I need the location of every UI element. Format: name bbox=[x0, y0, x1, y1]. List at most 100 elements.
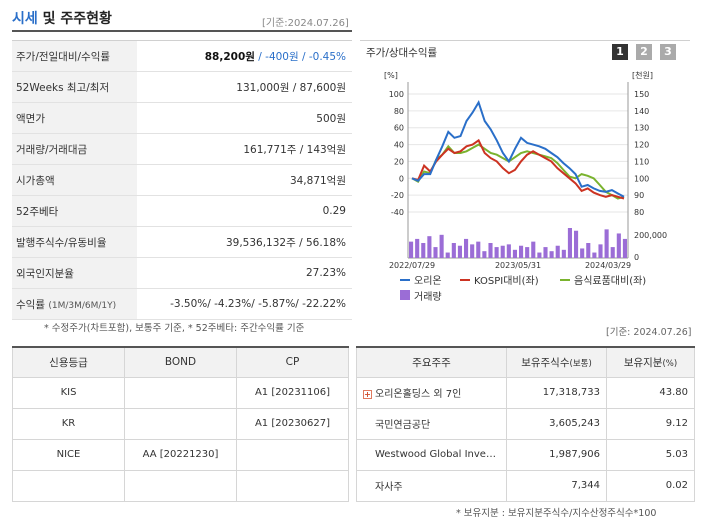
right-tick-label: 130 bbox=[634, 124, 649, 133]
quote-value: -3.50%/ -4.23%/ -5.87%/ -22.22% bbox=[137, 288, 352, 320]
quote-label: 외국인지분율 bbox=[12, 257, 137, 289]
left-tick-label: 0 bbox=[399, 174, 404, 183]
volume-zero-label: 0 bbox=[634, 253, 639, 262]
table-row: KR A1 [20230627] bbox=[12, 407, 349, 440]
expand-icon[interactable]: + bbox=[363, 390, 372, 399]
volume-bar bbox=[567, 228, 572, 258]
volume-bar bbox=[525, 247, 530, 258]
holder-name: 자사주 bbox=[356, 469, 507, 502]
quote-label: 발행주식수/유동비율 bbox=[12, 226, 137, 258]
chart-title: 주가/상대수익률 bbox=[366, 47, 438, 59]
legend-label: 음식료품대비(좌) bbox=[574, 275, 646, 287]
volume-bar bbox=[415, 238, 420, 258]
reference-date: [기준:2024.07.26] bbox=[262, 18, 349, 29]
volume-bar bbox=[409, 241, 414, 258]
volume-bar bbox=[574, 230, 579, 258]
right-tick-label: 140 bbox=[634, 107, 649, 116]
x-tick-label: 2022/07/29 bbox=[389, 261, 435, 270]
quote-row-foreign: 외국인지분율 27.23% bbox=[12, 257, 352, 289]
section-title: 시세 및 주주현황 bbox=[12, 8, 112, 28]
volume-bar bbox=[561, 249, 566, 258]
return-label: 수익률 bbox=[16, 298, 45, 311]
holders-header-shares: 보유주식수(보통) bbox=[506, 346, 607, 378]
credit-bond: AA [20221230] bbox=[124, 438, 237, 471]
volume-bar bbox=[531, 241, 536, 258]
quote-row-beta: 52주베타 0.29 bbox=[12, 195, 352, 227]
volume-bar bbox=[543, 247, 548, 258]
legend-label: 오리온 bbox=[414, 275, 442, 287]
credit-bond bbox=[124, 407, 237, 440]
holders-header-pct: 보유지분(%) bbox=[606, 346, 695, 378]
volume-bar bbox=[610, 247, 615, 258]
credit-bond bbox=[124, 376, 237, 409]
period-button-2[interactable]: 2 bbox=[636, 44, 652, 60]
quote-value: 88,200원 / -400원 / -0.45% bbox=[137, 40, 352, 72]
quote-value: 39,536,132주 / 56.18% bbox=[137, 226, 352, 258]
holder-shares: 17,318,733 bbox=[506, 376, 607, 409]
holders-header-shares-label: 보유주식수 bbox=[521, 356, 570, 369]
volume-bar bbox=[598, 244, 603, 258]
volume-bar bbox=[500, 245, 505, 258]
credit-agency bbox=[12, 469, 125, 502]
section-title-rest: 및 주주현황 bbox=[37, 11, 112, 27]
quote-label: 거래량/거래대금 bbox=[12, 133, 137, 165]
left-tick-label: 20 bbox=[394, 157, 404, 166]
credit-agency: KIS bbox=[12, 376, 125, 409]
right-tick-label: 90 bbox=[634, 191, 644, 200]
volume-bar bbox=[549, 251, 554, 258]
table-row: 자사주 7,344 0.02 bbox=[356, 469, 695, 502]
holder-pct: 0.02 bbox=[606, 469, 695, 502]
credit-bond bbox=[124, 469, 237, 502]
period-button-1[interactable]: 1 bbox=[612, 44, 628, 60]
header-divider bbox=[12, 30, 352, 32]
credit-header: 신용등급 bbox=[12, 346, 125, 378]
quote-label: 52Weeks 최고/최저 bbox=[12, 71, 137, 103]
left-tick-label: -20 bbox=[391, 191, 404, 200]
left-tick-label: 100 bbox=[389, 90, 404, 99]
volume-bar bbox=[482, 251, 487, 258]
holders-header-name: 주요주주 bbox=[356, 346, 507, 378]
table-row: NICE AA [20221230] bbox=[12, 438, 349, 471]
volume-bar bbox=[433, 247, 438, 258]
quote-row-price: 주가/전일대비/수익률 88,200원 / -400원 / -0.45% bbox=[12, 40, 352, 72]
table-row: 국민연금공단 3,605,243 9.12 bbox=[356, 407, 695, 440]
quote-row-mktcap: 시가총액 34,871억원 bbox=[12, 164, 352, 196]
credit-cp: A1 [20230627] bbox=[236, 407, 349, 440]
price-chart: [%] [천원] 100 80 60 40 20 0 -20 -40 150 140 130 120 110… bbox=[384, 70, 667, 303]
left-axis-unit: [%] bbox=[384, 71, 398, 80]
right-axis-unit: [천원] bbox=[632, 70, 653, 80]
credit-cp bbox=[236, 469, 349, 502]
right-tick-label: 150 bbox=[634, 90, 649, 99]
volume-bar bbox=[622, 238, 627, 258]
table-row: Westwood Global Inve… 1,987,906 5.03 bbox=[356, 438, 695, 471]
volume-bar bbox=[464, 238, 469, 258]
left-tick-label: 60 bbox=[394, 124, 404, 133]
legend-label: KOSPI대비(좌) bbox=[474, 275, 539, 287]
credit-header: BOND bbox=[124, 346, 237, 378]
holder-name-text: 오리온홀딩스 외 7인 bbox=[375, 389, 462, 400]
volume-bar bbox=[470, 244, 475, 258]
quote-value: 27.23% bbox=[137, 257, 352, 289]
quote-value: 0.29 bbox=[137, 195, 352, 227]
volume-bar bbox=[519, 245, 524, 258]
quote-row-par: 액면가 500원 bbox=[12, 102, 352, 134]
quote-row-return: 수익률 (1M/3M/6M/1Y) -3.50%/ -4.23%/ -5.87%… bbox=[12, 288, 352, 320]
price-change-pct: / -0.45% bbox=[298, 50, 346, 63]
quote-label: 시가총액 bbox=[12, 164, 137, 196]
volume-bar bbox=[555, 245, 560, 258]
legend-swatch bbox=[400, 290, 410, 300]
holder-shares: 1,987,906 bbox=[506, 438, 607, 471]
period-button-3[interactable]: 3 bbox=[660, 44, 676, 60]
quote-table: 주가/전일대비/수익률 88,200원 / -400원 / -0.45% 52W… bbox=[12, 40, 352, 320]
volume-bar bbox=[488, 243, 493, 258]
volume-bar bbox=[592, 252, 597, 258]
x-tick-label: 2023/05/31 bbox=[495, 261, 541, 270]
left-tick-label: -40 bbox=[391, 208, 404, 217]
volume-bar bbox=[445, 252, 450, 258]
volume-bar bbox=[537, 252, 542, 258]
table-row: + 오리온홀딩스 외 7인 17,318,733 43.80 bbox=[356, 376, 695, 409]
volume-bar bbox=[451, 243, 456, 258]
quote-row-52w: 52Weeks 최고/최저 131,000원 / 87,600원 bbox=[12, 71, 352, 103]
series-line bbox=[411, 138, 625, 200]
left-tick-label: 80 bbox=[394, 107, 404, 116]
